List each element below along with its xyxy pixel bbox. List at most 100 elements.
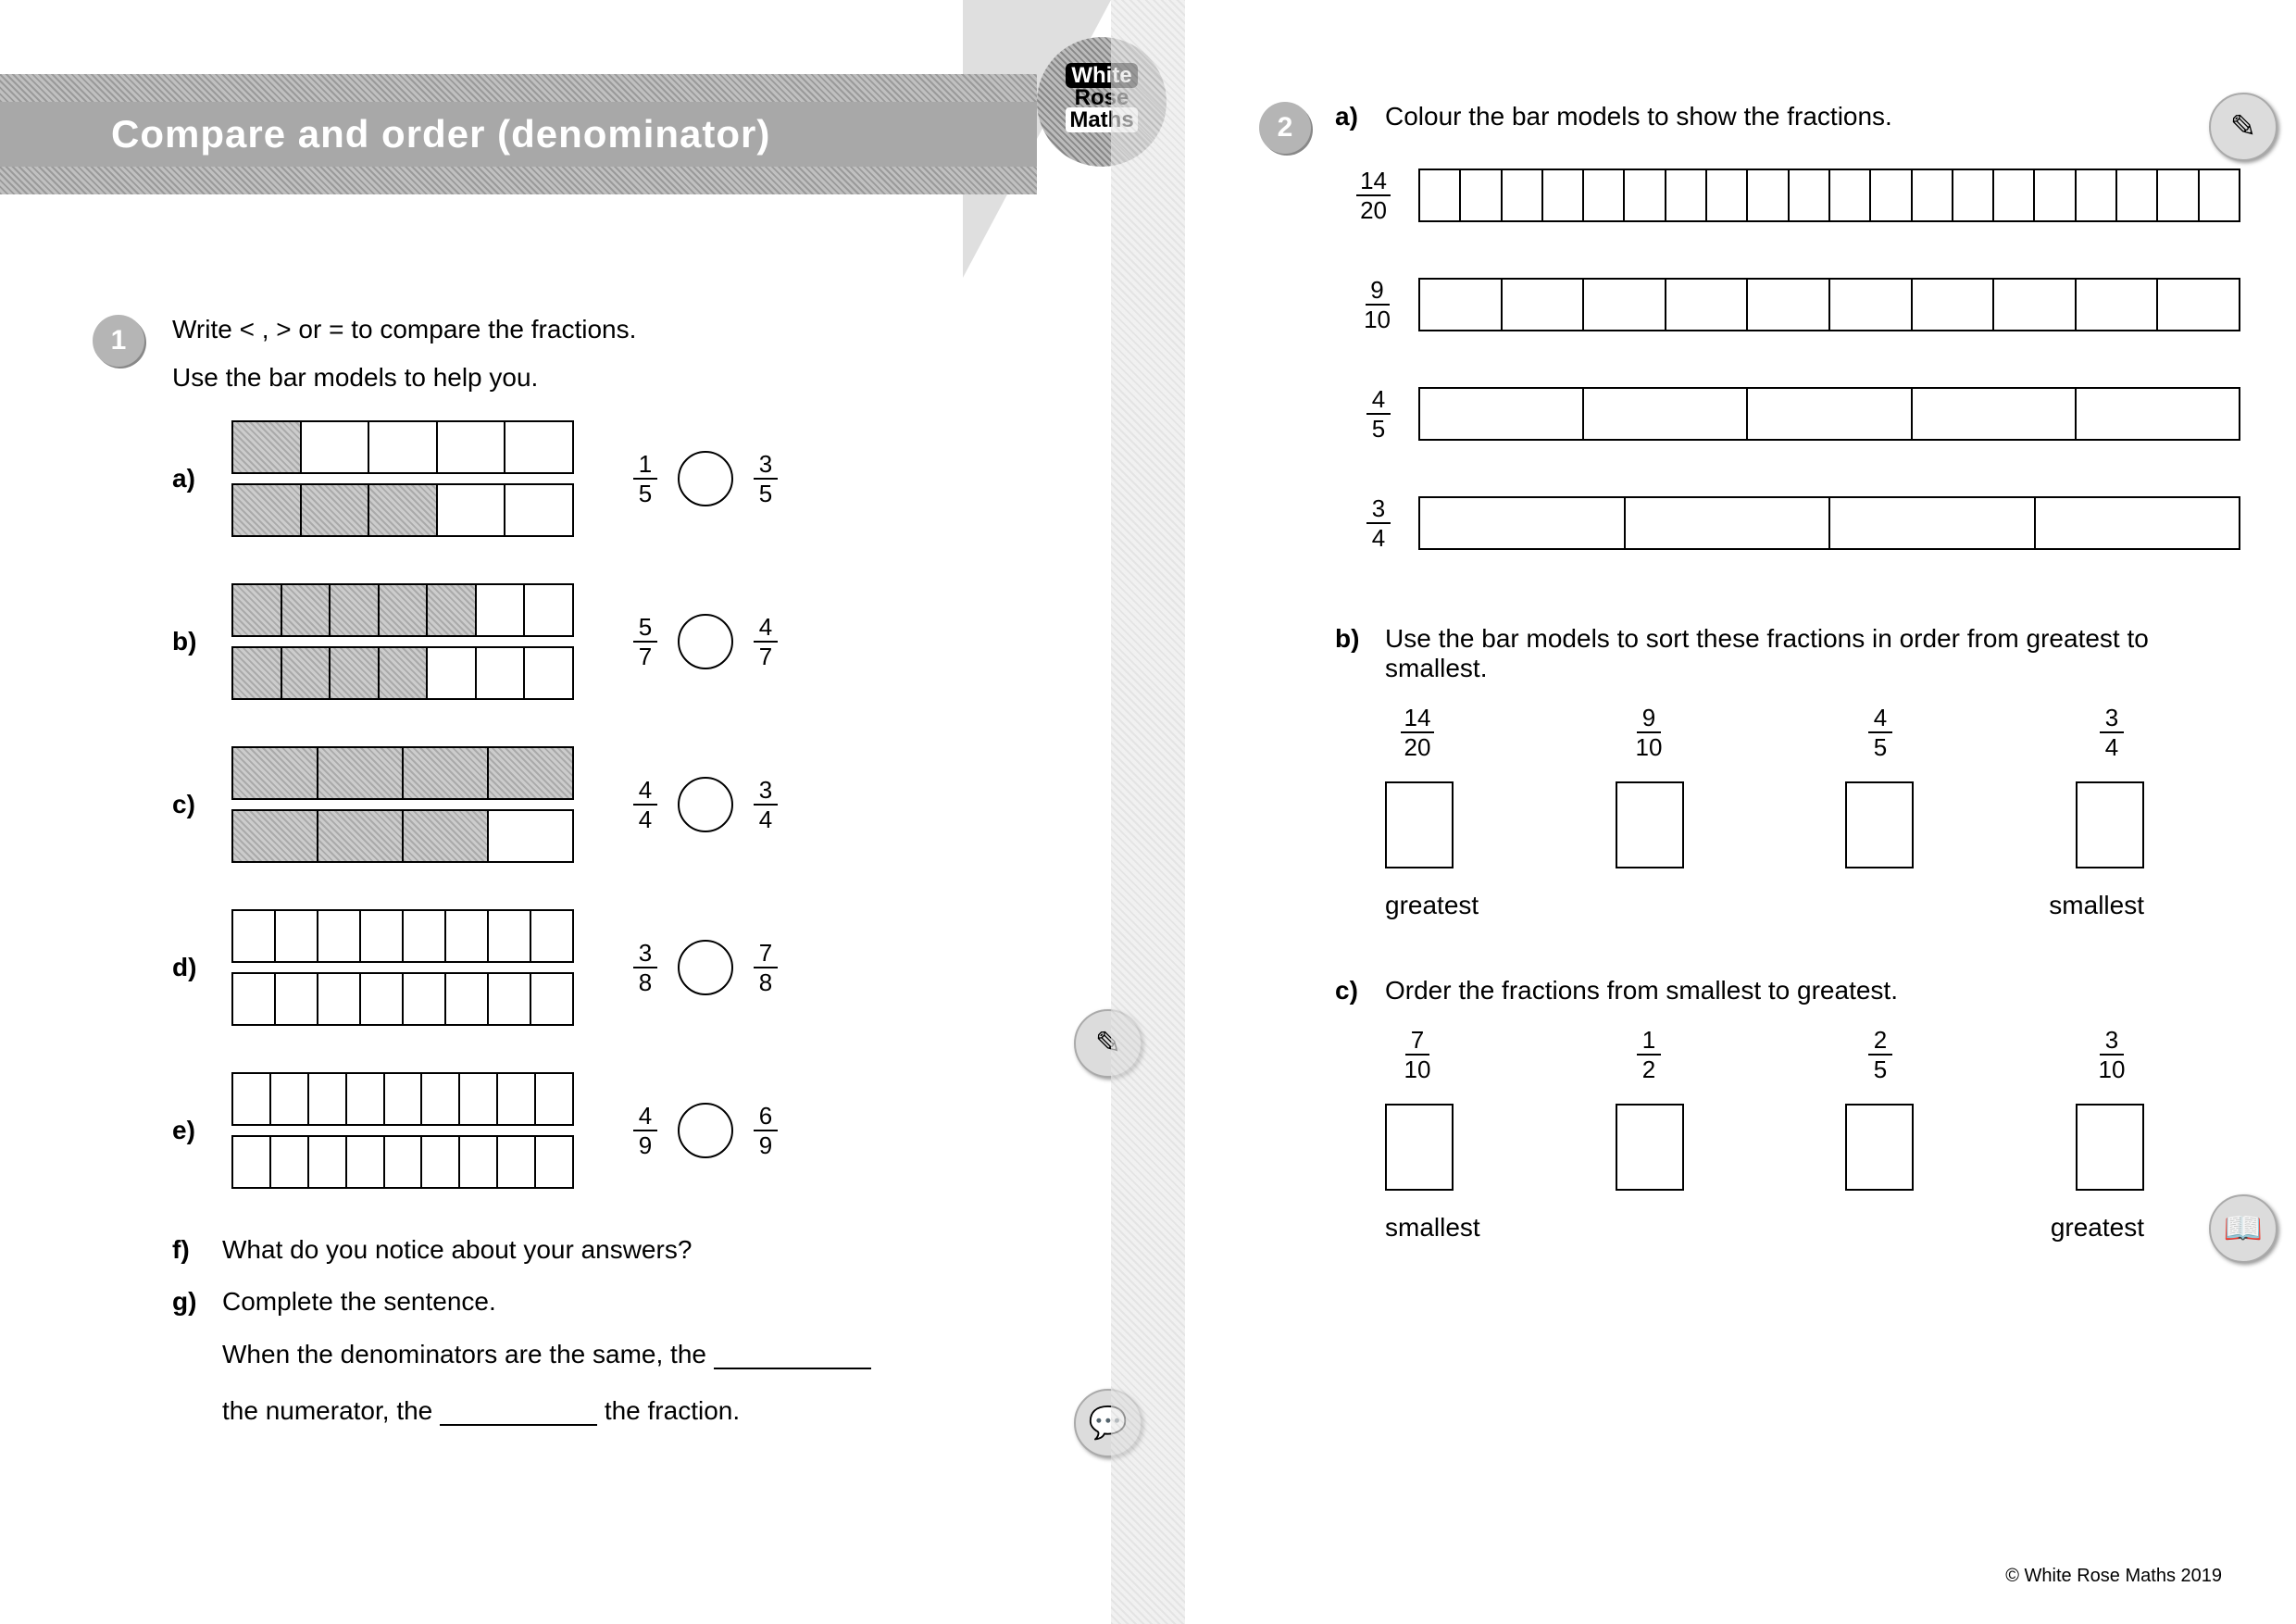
q2-bar-row: 45 xyxy=(1335,387,2240,441)
q1-g-text: Complete the sentence. xyxy=(222,1287,496,1317)
bar-model xyxy=(231,483,574,537)
page-right: 2 a) Colour the bar models to show the f… xyxy=(1148,0,2296,1624)
q1-g-line2b: the fraction. xyxy=(597,1396,740,1425)
fraction: 78 xyxy=(754,941,778,994)
q1-row: e) 49 69 xyxy=(172,1072,1065,1189)
q2b-right: smallest xyxy=(2049,891,2144,920)
answer-box[interactable] xyxy=(1845,1104,1914,1191)
fraction: 45 xyxy=(1366,387,1391,441)
q2-c-text: Order the fractions from smallest to gre… xyxy=(1385,976,1898,1006)
bar-model xyxy=(231,1135,574,1189)
q1-g-label: g) xyxy=(172,1287,209,1317)
q2-a-label: a) xyxy=(1335,102,1372,131)
fraction: 910 xyxy=(1364,278,1391,331)
comparison-circle[interactable] xyxy=(678,614,733,669)
q2-bar-row: 1420 xyxy=(1335,169,2240,222)
row-label: a) xyxy=(172,464,209,493)
comparison-circle[interactable] xyxy=(678,777,733,832)
copyright: © White Rose Maths 2019 xyxy=(2005,1566,2222,1587)
q2-a-text: Colour the bar models to show the fracti… xyxy=(1385,102,1892,131)
fraction: 1420 xyxy=(1356,169,1391,222)
answer-box[interactable] xyxy=(1845,781,1914,868)
bar-model xyxy=(1418,387,2240,441)
q2-b-text: Use the bar models to sort these fractio… xyxy=(1385,624,2240,683)
answer-box[interactable] xyxy=(2076,781,2144,868)
row-label: b) xyxy=(172,627,209,656)
fraction: 15 xyxy=(633,452,657,506)
q1-g-sentence: When the denominators are the same, the xyxy=(222,1339,1065,1369)
q2-bar-row: 910 xyxy=(1335,278,2240,331)
bar-model xyxy=(231,646,574,700)
answer-box[interactable] xyxy=(1616,1104,1684,1191)
q2c-right: greatest xyxy=(2051,1213,2144,1243)
fraction: 35 xyxy=(754,452,778,506)
row-label: c) xyxy=(172,790,209,819)
q1-row: d) 38 78 xyxy=(172,909,1065,1026)
bar-model xyxy=(231,809,574,863)
bar-model xyxy=(231,1072,574,1126)
page-gutter xyxy=(1111,0,1185,1624)
q1-f-label: f) xyxy=(172,1235,209,1265)
bar-model xyxy=(1418,278,2240,331)
q2-c-label: c) xyxy=(1335,976,1372,1006)
q2b-left: greatest xyxy=(1385,891,1479,920)
comparison-circle[interactable] xyxy=(678,940,733,995)
q2-bar-row: 34 xyxy=(1335,496,2240,550)
blank[interactable] xyxy=(714,1339,871,1369)
page-left: Compare and order (denominator) White Ro… xyxy=(0,0,1148,1624)
bar-model xyxy=(1418,496,2240,550)
page-title: Compare and order (denominator) xyxy=(0,102,1037,167)
fraction: 44 xyxy=(633,778,657,831)
blank[interactable] xyxy=(440,1395,597,1426)
bar-model xyxy=(231,909,574,963)
book-icon: 📖 xyxy=(2209,1194,2277,1263)
fraction: 49 xyxy=(633,1104,657,1157)
fraction: 69 xyxy=(754,1104,778,1157)
answer-box[interactable] xyxy=(1616,781,1684,868)
bar-model xyxy=(1418,169,2240,222)
row-label: e) xyxy=(172,1116,209,1145)
fraction: 47 xyxy=(754,615,778,668)
fraction: 57 xyxy=(633,615,657,668)
fraction: 34 xyxy=(754,778,778,831)
question-2: 2 a) Colour the bar models to show the f… xyxy=(1259,102,2240,1243)
q2c-boxes xyxy=(1385,1104,2144,1191)
q1-row: b) 57 47 xyxy=(172,583,1065,700)
question-1: 1 Write < , > or = to compare the fracti… xyxy=(93,315,1065,1426)
q2c-left: smallest xyxy=(1385,1213,1480,1243)
pencil-icon: ✎ xyxy=(2209,93,2277,161)
fraction: 38 xyxy=(633,941,657,994)
q1-intro2: Use the bar models to help you. xyxy=(172,363,1065,393)
q1-f-text: What do you notice about your answers? xyxy=(222,1235,692,1265)
fraction: 710 xyxy=(1404,1028,1431,1081)
q1-g-sentence2: the numerator, the the fraction. xyxy=(222,1395,1065,1426)
answer-box[interactable] xyxy=(1385,1104,1454,1191)
fraction: 12 xyxy=(1637,1028,1661,1081)
bar-model xyxy=(231,746,574,800)
q1-intro1: Write < , > or = to compare the fraction… xyxy=(172,315,1065,344)
fraction: 310 xyxy=(2099,1028,2126,1081)
fraction: 910 xyxy=(1636,706,1663,759)
answer-box[interactable] xyxy=(1385,781,1454,868)
fraction: 34 xyxy=(2100,706,2124,759)
worksheet: Compare and order (denominator) White Ro… xyxy=(0,0,2296,1624)
fraction: 1420 xyxy=(1401,706,1435,759)
q1-row: c) 44 34 xyxy=(172,746,1065,863)
bar-model xyxy=(231,583,574,637)
q1-g-line1a: When the denominators are the same, the xyxy=(222,1340,714,1368)
fraction: 45 xyxy=(1868,706,1892,759)
comparison-circle[interactable] xyxy=(678,1103,733,1158)
title-banner: Compare and order (denominator) xyxy=(0,74,1037,194)
q1-g-line2a: the numerator, the xyxy=(222,1396,440,1425)
bar-model xyxy=(231,420,574,474)
comparison-circle[interactable] xyxy=(678,451,733,506)
answer-box[interactable] xyxy=(2076,1104,2144,1191)
q2b-boxes xyxy=(1385,781,2144,868)
fraction: 25 xyxy=(1868,1028,1892,1081)
fraction: 34 xyxy=(1366,496,1391,550)
q2-number: 2 xyxy=(1259,102,1311,154)
bar-model xyxy=(231,972,574,1026)
q1-number: 1 xyxy=(93,315,144,367)
q2-b-label: b) xyxy=(1335,624,1372,683)
row-label: d) xyxy=(172,953,209,982)
